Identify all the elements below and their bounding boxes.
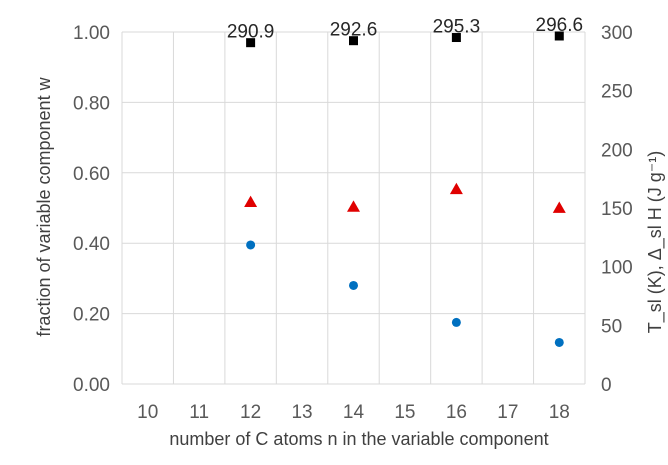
y-axis-title: fraction of variable component w (34, 76, 54, 336)
x-tick-label: 16 (446, 402, 467, 423)
point-triangle (552, 201, 566, 213)
point-triangle (449, 182, 463, 195)
point-square (246, 38, 256, 48)
x-axis-title: number of C atoms n in the variable comp… (169, 429, 548, 449)
y-tick-label: 0.00 (73, 375, 110, 396)
gridlines (121, 31, 586, 385)
y2-axis-title: T_sl (K), Δ_sl H (J g⁻¹) (645, 151, 666, 334)
y-tick-label: 0.60 (73, 164, 110, 185)
x-tick-label: 12 (240, 402, 261, 423)
right-axis-ticks: 0 50 100 150 200 250 300 (601, 23, 633, 396)
left-axis-ticks: 0.00 0.20 0.40 0.60 0.80 1.00 (73, 23, 110, 396)
x-tick-label: 17 (497, 402, 518, 423)
data-label: 296.6 (536, 15, 584, 36)
x-tick-label: 11 (189, 402, 209, 423)
x-tick-label: 15 (394, 402, 415, 423)
y2-tick-label: 150 (601, 199, 633, 220)
point-square (554, 31, 564, 41)
data-label: 295.3 (433, 17, 481, 38)
point-square (349, 36, 358, 46)
y2-tick-label: 50 (601, 316, 622, 337)
data-labels: 290.9 292.6 295.3 296.6 (227, 15, 583, 43)
y2-tick-label: 200 (601, 140, 633, 161)
x-axis-ticks: 10 11 12 13 14 15 16 17 18 (137, 402, 570, 423)
data-label: 290.9 (227, 22, 275, 43)
point-square (451, 33, 461, 43)
data-label: 292.6 (330, 20, 378, 41)
y2-tick-label: 0 (601, 375, 612, 396)
point-circle (451, 317, 461, 327)
y2-tick-label: 100 (601, 258, 633, 279)
x-tick-label: 18 (549, 402, 570, 423)
x-tick-label: 10 (137, 402, 158, 423)
x-tick-label: 13 (291, 402, 312, 423)
point-circle (349, 280, 358, 290)
data-marks (244, 31, 566, 347)
point-circle (246, 240, 256, 250)
y-tick-label: 0.80 (73, 93, 110, 114)
point-circle (554, 337, 564, 347)
y2-tick-label: 250 (601, 82, 633, 103)
y-tick-label: 1.00 (73, 23, 110, 44)
y-tick-label: 0.40 (73, 234, 110, 255)
y2-tick-label: 300 (601, 23, 633, 44)
point-triangle (347, 200, 360, 212)
point-triangle (244, 195, 258, 208)
y-tick-label: 0.20 (73, 305, 110, 326)
x-tick-label: 14 (343, 402, 365, 423)
